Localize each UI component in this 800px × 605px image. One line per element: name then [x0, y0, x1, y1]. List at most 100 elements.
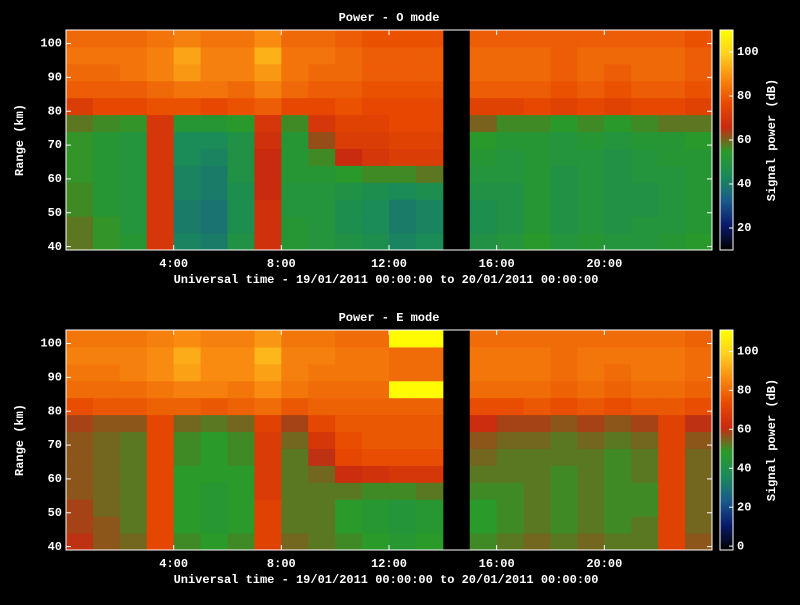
- heatmap-cell: [146, 182, 175, 200]
- heatmap-cell: [119, 516, 148, 534]
- colorbar-segment: [720, 152, 733, 155]
- heatmap-cell: [200, 182, 228, 200]
- colorbar-segment: [720, 546, 733, 549]
- heatmap-cell: [496, 80, 525, 99]
- colorbar-segment: [720, 192, 733, 195]
- heatmap-cell: [66, 533, 94, 551]
- colorbar-segment: [720, 524, 733, 527]
- heatmap-cell: [577, 482, 605, 500]
- colorbar-segment: [720, 66, 733, 69]
- colorbar-segment: [720, 440, 733, 443]
- heatmap-cell: [146, 199, 175, 217]
- colorbar-segment: [720, 380, 733, 383]
- heatmap-cell: [254, 414, 282, 433]
- heatmap-cell: [254, 114, 282, 133]
- heatmap-cell: [496, 330, 525, 348]
- y-tick-label: 50: [48, 506, 62, 520]
- x-tick-label: 16:00: [479, 257, 515, 271]
- colorbar-segment: [720, 132, 733, 135]
- heatmap-cell: [469, 363, 498, 382]
- colorbar-segment: [720, 82, 733, 85]
- heatmap-cell: [550, 499, 578, 517]
- heatmap-cell: [389, 499, 417, 517]
- chart-title: Power - E mode: [339, 311, 440, 325]
- heatmap-cell: [415, 131, 444, 149]
- heatmap-cell: [550, 397, 578, 416]
- heatmap-cell: [415, 465, 444, 483]
- colorbar-segment: [720, 114, 733, 117]
- heatmap-cell: [200, 148, 228, 166]
- colorbar-segment: [720, 384, 733, 387]
- heatmap-cell: [308, 216, 336, 234]
- heatmap-cell: [119, 216, 148, 234]
- heatmap-cell: [631, 397, 659, 416]
- heatmap-cell: [550, 80, 578, 99]
- colorbar-segment: [720, 100, 733, 103]
- heatmap-cell: [254, 63, 282, 82]
- heatmap-cell: [308, 533, 336, 551]
- heatmap-cell: [92, 380, 121, 399]
- heatmap-cell: [415, 346, 444, 365]
- heatmap-cell: [658, 533, 686, 551]
- colorbar-segment: [720, 468, 733, 471]
- colorbar-segment: [720, 346, 733, 349]
- heatmap-cell: [254, 448, 282, 466]
- heatmap-cell: [173, 46, 202, 65]
- heatmap-cell: [415, 233, 444, 251]
- colorbar-segment: [720, 44, 733, 47]
- heatmap-cell: [523, 46, 551, 65]
- x-tick-label: 8:00: [267, 557, 296, 571]
- colorbar-segment: [720, 374, 733, 377]
- heatmap-cell: [308, 397, 336, 416]
- heatmap-cell: [200, 499, 228, 517]
- heatmap-cell: [66, 380, 94, 399]
- heatmap-cell: [173, 114, 202, 133]
- heatmap-cell: [550, 330, 578, 348]
- colorbar-segment: [720, 392, 733, 395]
- heatmap-cell: [550, 465, 578, 483]
- heatmap-cell: [173, 182, 202, 200]
- heatmap-cell: [200, 414, 228, 433]
- heatmap-cell: [227, 414, 255, 433]
- heatmap-cell: [362, 499, 390, 517]
- colorbar-segment: [720, 418, 733, 421]
- heatmap-cell: [604, 216, 632, 234]
- heatmap-cell: [415, 363, 444, 382]
- colorbar-segment: [720, 502, 733, 505]
- heatmap-cell: [119, 114, 148, 133]
- heatmap-cell: [92, 448, 121, 466]
- heatmap-cell: [685, 80, 713, 99]
- heatmap-cell: [550, 414, 578, 433]
- colorbar-segment: [720, 70, 733, 73]
- colorbar-segment: [720, 172, 733, 175]
- colorbar-segment: [720, 506, 733, 509]
- colorbar-segment: [720, 102, 733, 105]
- heatmap-cell: [66, 216, 94, 234]
- heatmap-cell: [469, 114, 498, 133]
- colorbar-segment: [720, 144, 733, 147]
- heatmap-cell: [92, 30, 121, 48]
- heatmap-cell: [227, 148, 255, 166]
- heatmap-cell: [389, 482, 417, 500]
- heatmap-cell: [146, 397, 175, 416]
- colorbar-segment: [720, 494, 733, 497]
- heatmap-cell: [577, 397, 605, 416]
- heatmap-cell: [335, 46, 363, 65]
- heatmap-cell: [604, 465, 632, 483]
- heatmap-cell: [604, 482, 632, 500]
- heatmap-cell: [523, 431, 551, 449]
- colorbar-segment: [720, 214, 733, 217]
- heatmap-cell: [631, 533, 659, 551]
- heatmap-cell: [685, 397, 713, 416]
- colorbar-segment: [720, 62, 733, 65]
- heatmap-cell: [227, 380, 255, 399]
- colorbar-segment: [720, 336, 733, 339]
- chart-title: Power - O mode: [339, 11, 440, 25]
- heatmap-cell: [631, 148, 659, 166]
- heatmap-cell: [389, 397, 417, 416]
- heatmap-cell: [281, 148, 309, 166]
- heatmap-cell: [685, 533, 713, 551]
- heatmap-cell: [281, 465, 309, 483]
